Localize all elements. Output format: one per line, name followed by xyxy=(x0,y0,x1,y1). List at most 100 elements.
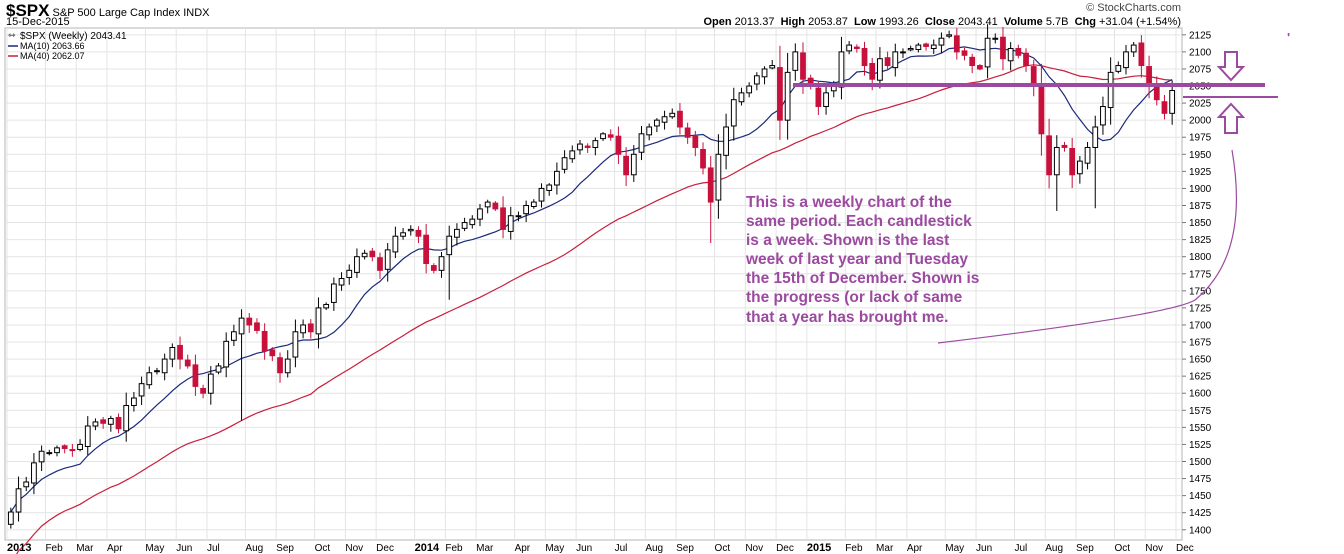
candle-body xyxy=(323,303,330,309)
candle-body xyxy=(1084,146,1091,164)
candle-body xyxy=(361,252,368,258)
x-tick-label: Sep xyxy=(1076,543,1094,554)
y-tick-label: 1400 xyxy=(1189,525,1212,536)
candle-body xyxy=(723,126,729,156)
y-tick-label: 2050 xyxy=(1189,82,1212,93)
candle-body xyxy=(7,511,14,525)
copyright[interactable]: © StockCharts.com xyxy=(1086,2,1181,14)
candle-body xyxy=(923,43,929,47)
candle-body xyxy=(1046,135,1052,176)
candle-body xyxy=(746,85,753,94)
x-tick-label: Nov xyxy=(345,543,363,554)
x-tick-label: Dec xyxy=(376,543,394,554)
candle-body xyxy=(907,47,914,51)
candle-body xyxy=(1007,47,1014,62)
candle-body xyxy=(131,397,137,407)
y-axis: 1400 1425 1450 1475 1500 1525 1550 1575 1600 1625… xyxy=(1182,30,1212,536)
candle-body xyxy=(815,87,822,108)
candle-body xyxy=(738,92,745,103)
x-tick-label: Feb xyxy=(45,543,63,554)
x-tick-label: Mar xyxy=(76,543,94,554)
candle-body xyxy=(354,256,360,273)
candle-body xyxy=(338,278,345,286)
candle-body xyxy=(192,364,199,387)
candle-body xyxy=(92,421,99,427)
y-tick-label: 1950 xyxy=(1189,150,1212,161)
y-tick-label: 1925 xyxy=(1189,167,1212,178)
ma40-line xyxy=(16,64,1173,554)
y-tick-label: 1575 xyxy=(1189,406,1212,417)
candle-body xyxy=(569,150,576,160)
candle-body xyxy=(415,229,422,237)
candle-body xyxy=(1138,42,1145,67)
legend-ma40: MA(40) 2062.07 xyxy=(20,51,85,61)
candle-body xyxy=(930,44,937,49)
candle-body xyxy=(869,62,876,80)
candle-body xyxy=(461,222,468,229)
corner-mark: ' xyxy=(1287,30,1290,45)
candle-body xyxy=(507,215,514,232)
annotation-text: This is a weekly chart of the same perio… xyxy=(746,194,980,326)
x-tick-label: Oct xyxy=(315,543,331,554)
candle-body xyxy=(953,35,960,53)
candle-body xyxy=(438,256,445,271)
candle-body xyxy=(230,331,237,341)
low-value: 1993.26 xyxy=(879,16,919,28)
candle-body xyxy=(638,133,645,153)
candle-body xyxy=(138,383,145,397)
candle-body xyxy=(1100,106,1106,126)
candle-body xyxy=(269,349,276,357)
candle-body xyxy=(146,372,153,386)
y-tick-label: 1700 xyxy=(1189,320,1212,331)
candle-body xyxy=(607,134,614,138)
candle-body xyxy=(484,201,491,208)
candle-body xyxy=(177,344,183,360)
x-tick-label: Apr xyxy=(907,543,923,554)
y-tick-label: 1475 xyxy=(1189,474,1212,485)
candle-body xyxy=(707,167,714,203)
volume-label: Volume xyxy=(1003,16,1043,28)
y-tick-label: 1675 xyxy=(1189,338,1212,349)
candle-body xyxy=(254,322,260,331)
candle-body xyxy=(1107,71,1114,109)
candle-body xyxy=(400,232,406,237)
open-value: 2013.37 xyxy=(734,16,775,28)
x-tick-label: 2013 xyxy=(7,542,31,554)
x-tick-label: Feb xyxy=(445,543,463,554)
x-tick-label: Oct xyxy=(715,543,731,554)
candle-body xyxy=(261,330,268,352)
candle-body xyxy=(884,57,891,67)
x-tick-label: May xyxy=(945,543,964,554)
candle-body xyxy=(77,443,83,451)
candle-body xyxy=(554,170,560,186)
candle-body xyxy=(838,51,845,88)
pointer-curve xyxy=(937,149,1237,344)
candle-body xyxy=(200,387,206,394)
candle-body xyxy=(877,58,883,81)
candle-body xyxy=(984,37,991,68)
x-tick-label: Jun xyxy=(576,543,592,554)
y-tick-label: 1725 xyxy=(1189,303,1212,314)
candle-body xyxy=(184,359,191,367)
candle-body xyxy=(500,207,506,230)
candle-body xyxy=(384,249,391,270)
candle-body xyxy=(915,44,922,51)
candle-body xyxy=(307,323,314,333)
candle-body xyxy=(115,416,122,430)
candle-body xyxy=(215,365,222,373)
candle-body xyxy=(123,405,130,432)
candle-body xyxy=(1153,84,1160,101)
low-label: Low xyxy=(853,16,876,28)
candle-body xyxy=(423,234,430,265)
open-label: Open xyxy=(703,16,732,28)
candle-body xyxy=(69,449,76,452)
candle-body xyxy=(530,201,537,208)
candle-body xyxy=(669,112,676,118)
y-tick-label: 1825 xyxy=(1189,235,1212,246)
candle-body xyxy=(846,44,853,52)
y-tick-label: 2075 xyxy=(1189,64,1212,75)
candle-body xyxy=(777,67,783,121)
candle-body xyxy=(346,269,353,279)
ma40-layer xyxy=(16,64,1173,554)
